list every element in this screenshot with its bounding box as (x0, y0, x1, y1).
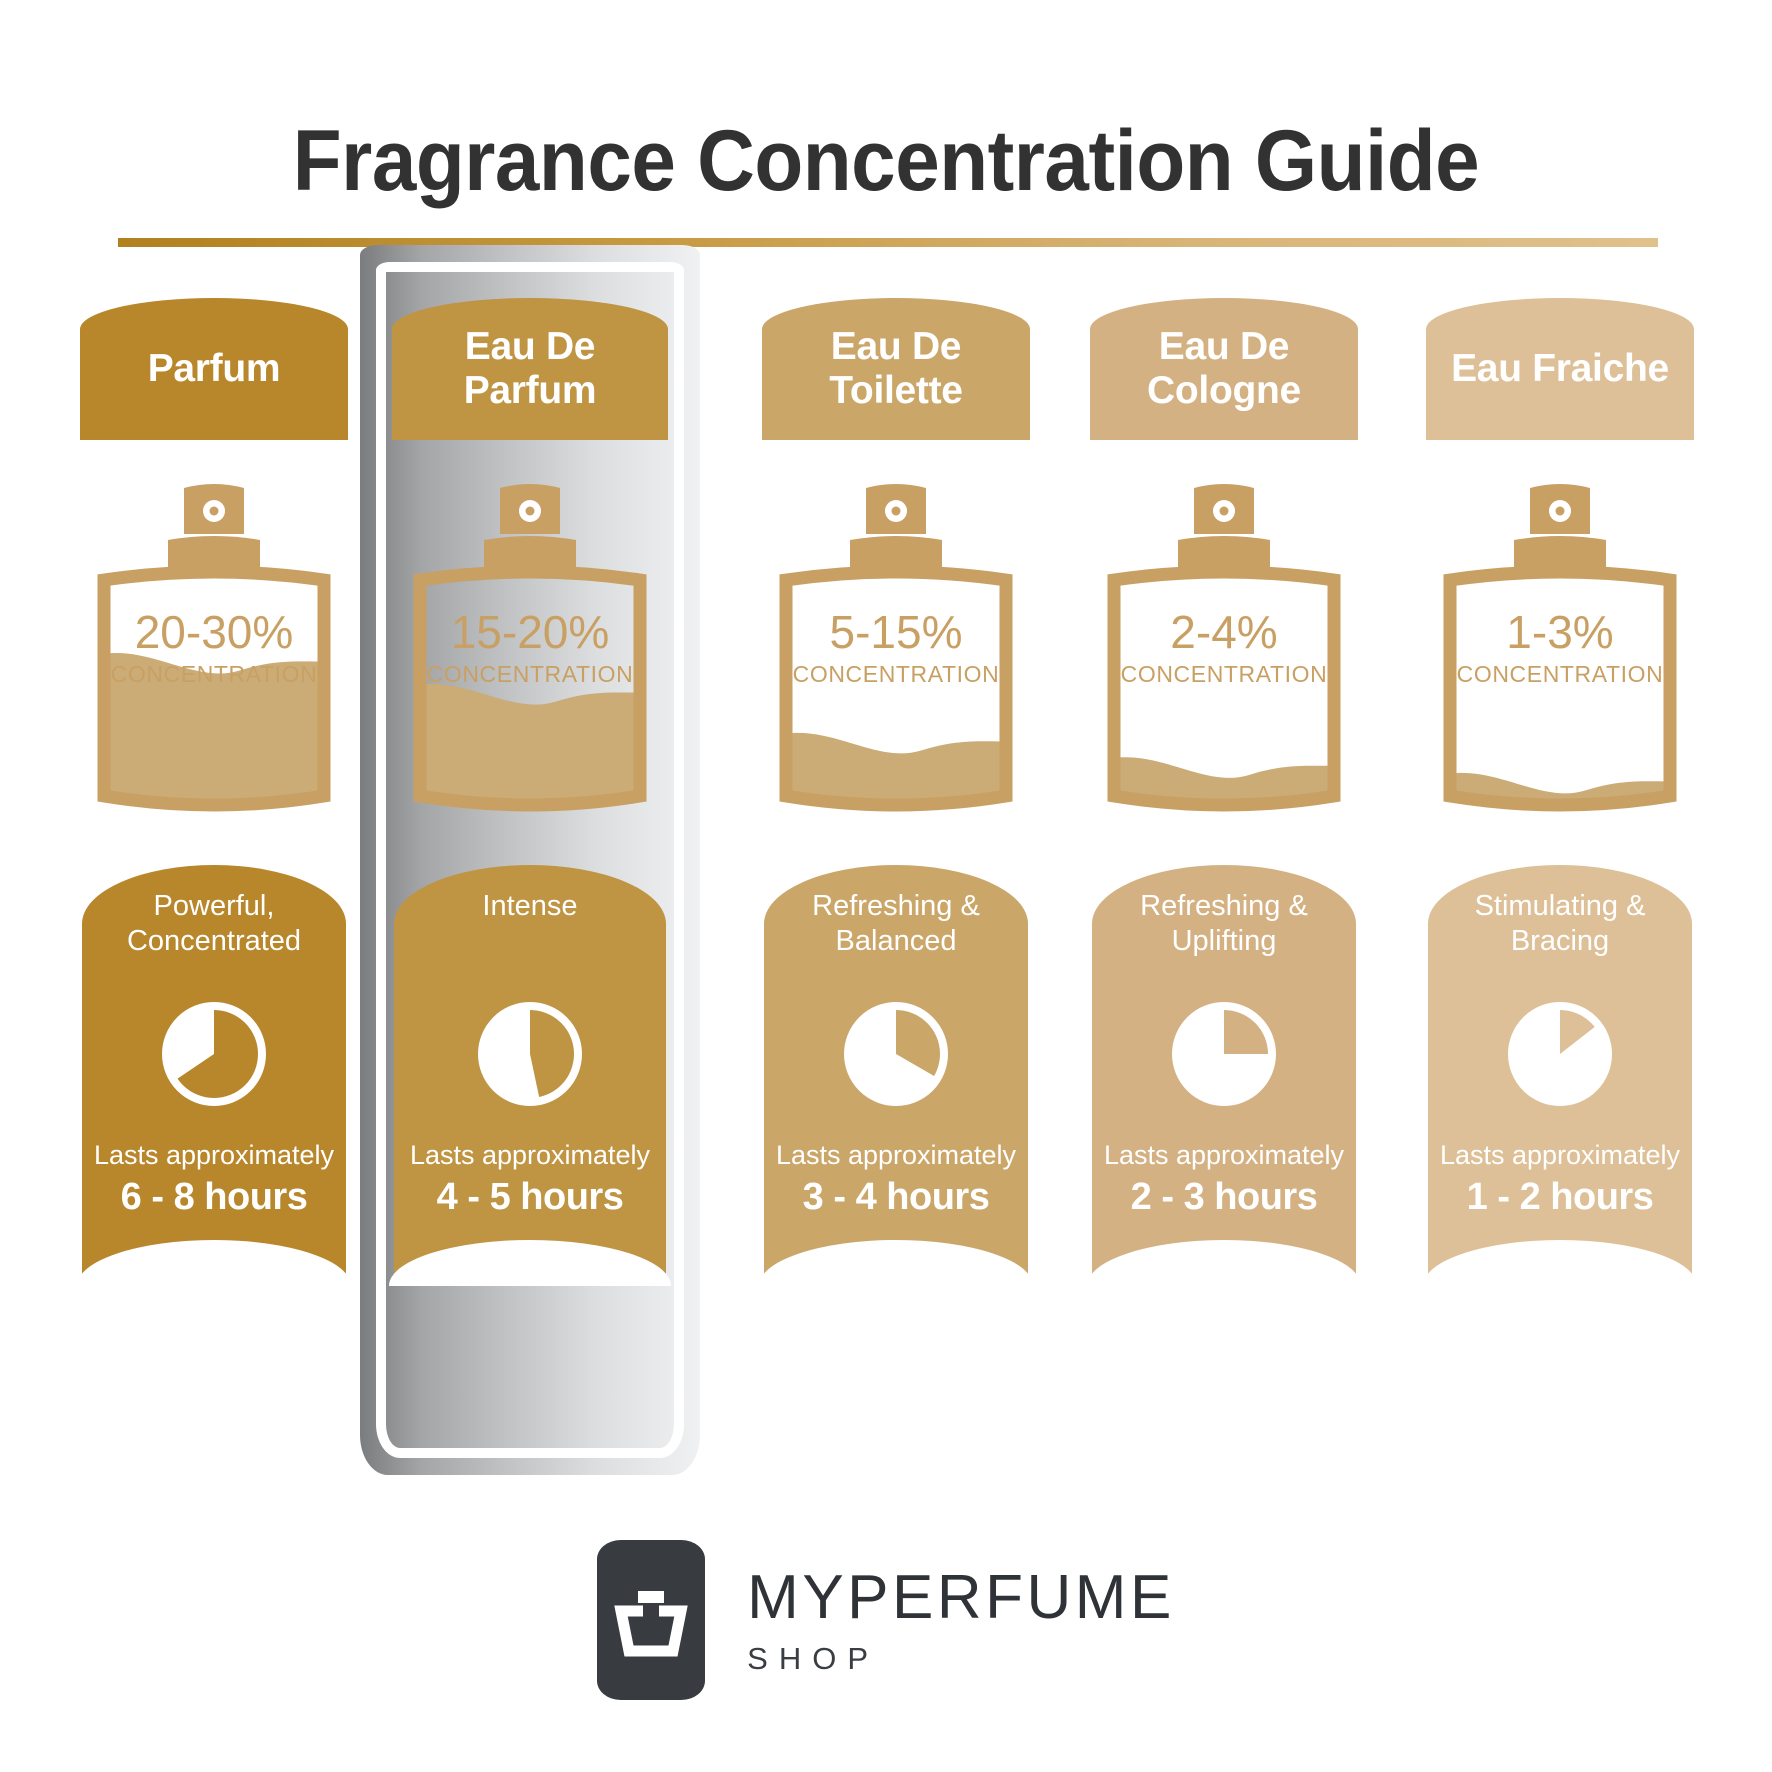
mood-label: Intense (482, 890, 578, 922)
longevity-pie-chart-2 (837, 995, 955, 1113)
hours-value: 2 - 3 hours (1130, 1176, 1318, 1219)
longevity-text: Lasts approximately 2 - 3 hours (1098, 1139, 1350, 1221)
longevity-text: Lasts approximately 3 - 4 hours (770, 1139, 1022, 1221)
svg-text:CONCENTRATION: CONCENTRATION (793, 661, 1000, 687)
bottle-graphic-2: 5-15% CONCENTRATION (762, 478, 1030, 818)
logo-name: MYPERFUME (747, 1562, 1175, 1632)
concentration-column-0: Parfum 20-30% CONCENTRATION Powerful, Conce… (76, 270, 352, 1500)
page-title: Fragrance Concentration Guide (292, 113, 1480, 209)
card-bottom-curve (1422, 1240, 1698, 1286)
lasts-label: Lasts approximately (1103, 1140, 1345, 1171)
perfume-bottle-icon (597, 1540, 706, 1700)
lasts-label: Lasts approximately (775, 1140, 1017, 1171)
column-name-label: Eau De Toilette (829, 325, 963, 412)
svg-text:1-3%: 1-3% (1506, 606, 1613, 658)
mood-label: Powerful, Concentrated (126, 890, 302, 958)
concentration-columns: Parfum 20-30% CONCENTRATION Powerful, Conce… (0, 245, 1772, 1500)
bottle-graphic-3: 2-4% CONCENTRATION (1090, 478, 1358, 818)
svg-text:CONCENTRATION: CONCENTRATION (111, 661, 318, 687)
longevity-text: Lasts approximately 4 - 5 hours (400, 1139, 660, 1221)
longevity-pie-chart-4 (1501, 995, 1619, 1113)
column-name-label: Eau Fraiche (1451, 347, 1669, 391)
brand-logo: MYPERFUME SHOP (0, 1540, 1772, 1700)
column-info-card-1: Intense Lasts approximately 4 - 5 hours (388, 865, 672, 1286)
bottle-graphic-4: 1-3% CONCENTRATION (1426, 478, 1694, 818)
hours-value: 6 - 8 hours (120, 1176, 308, 1219)
concentration-column-4: Eau Fraiche 1-3% CONCENTRATION Stimulating … (1422, 270, 1698, 1500)
column-name-label: Eau De Parfum (463, 325, 597, 412)
longevity-pie-chart-1 (471, 995, 589, 1113)
svg-text:CONCENTRATION: CONCENTRATION (427, 661, 634, 687)
lasts-label: Lasts approximately (1439, 1140, 1681, 1171)
svg-text:2-4%: 2-4% (1170, 606, 1277, 658)
bottle-graphic-1: 15-20% CONCENTRATION (392, 478, 668, 818)
longevity-text: Lasts approximately 6 - 8 hours (88, 1139, 340, 1221)
hours-value: 3 - 4 hours (802, 1176, 990, 1219)
svg-text:15-20%: 15-20% (451, 606, 610, 658)
card-bottom-curve (1086, 1240, 1362, 1286)
column-info-card-3: Refreshing & Uplifting Lasts approximatel… (1086, 865, 1362, 1286)
bottle-graphic-0: 20-30% CONCENTRATION (80, 478, 348, 818)
card-bottom-curve (76, 1240, 352, 1286)
logo-wordmark: MYPERFUME SHOP (747, 1562, 1175, 1676)
longevity-text: Lasts approximately 1 - 2 hours (1434, 1139, 1686, 1221)
svg-text:CONCENTRATION: CONCENTRATION (1121, 661, 1328, 687)
longevity-pie-chart-3 (1165, 995, 1283, 1113)
column-name-label: Parfum (147, 347, 281, 391)
concentration-column-1: Eau De Parfum 15-20% CONCENTRATION Intense L… (388, 270, 672, 1500)
logo-subtitle: SHOP (747, 1640, 880, 1676)
column-name-label: Eau De Cologne (1147, 325, 1301, 412)
card-bottom-curve (388, 1240, 672, 1286)
column-header-1: Eau De Parfum (392, 298, 668, 440)
column-info-card-4: Stimulating & Bracing Lasts approximately… (1422, 865, 1698, 1286)
hours-value: 4 - 5 hours (436, 1176, 624, 1219)
concentration-column-2: Eau De Toilette 5-15% CONCENTRATION Refresh… (758, 270, 1034, 1500)
column-header-4: Eau Fraiche (1426, 298, 1694, 440)
longevity-pie-chart-0 (155, 995, 273, 1113)
svg-text:CONCENTRATION: CONCENTRATION (1457, 661, 1664, 687)
card-bottom-curve (758, 1240, 1034, 1286)
column-header-0: Parfum (80, 298, 348, 440)
title-divider (118, 238, 1658, 247)
hours-value: 1 - 2 hours (1466, 1176, 1654, 1219)
column-info-card-0: Powerful, Concentrated Lasts approximatel… (76, 865, 352, 1286)
mood-label: Stimulating & Bracing (1474, 890, 1646, 958)
lasts-label: Lasts approximately (93, 1140, 335, 1171)
column-info-card-2: Refreshing & Balanced Lasts approximately… (758, 865, 1034, 1286)
mood-label: Refreshing & Balanced (812, 890, 980, 958)
lasts-label: Lasts approximately (409, 1140, 651, 1171)
column-header-3: Eau De Cologne (1090, 298, 1358, 440)
svg-text:20-30%: 20-30% (135, 606, 294, 658)
mood-label: Refreshing & Uplifting (1140, 890, 1308, 958)
column-header-2: Eau De Toilette (762, 298, 1030, 440)
svg-text:5-15%: 5-15% (830, 606, 963, 658)
concentration-column-3: Eau De Cologne 2-4% CONCENTRATION Refreshin… (1086, 270, 1362, 1500)
